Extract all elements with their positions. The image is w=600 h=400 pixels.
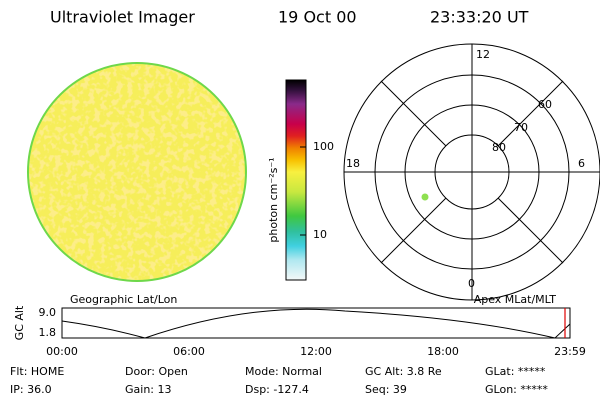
status-field: Seq: 39 [365,383,407,396]
panel-label: Apex MLat/MLT [474,293,557,306]
time: 23:33:20 UT [430,8,529,27]
polar-axis [497,197,564,264]
status-field: IP: 36.0 [10,383,52,396]
colorbar-tick-label: 100 [313,140,334,153]
mlat-label: 80 [492,141,506,154]
status-field: Door: Open [125,365,188,378]
geographic-image [27,62,247,282]
colorbar-scale [285,79,307,281]
emission-texture [28,63,246,281]
status-field: GLon: ***** [485,383,548,396]
mlt-label: 18 [346,157,360,170]
instrument-title: Ultraviolet Imager [50,8,195,27]
status-field: Mode: Normal [245,365,322,378]
date: 19 Oct 00 [278,8,357,27]
colorbar: 100 10 photon cm⁻²s⁻¹ [267,79,334,281]
polar-axis [497,80,564,147]
mlat-label: 60 [538,98,552,111]
x-tick-label: 18:00 [427,345,459,358]
status-field: Gain: 13 [125,383,172,396]
disk-edge [27,62,247,282]
x-tick-label: 12:00 [300,345,332,358]
mlt-label: 6 [578,157,585,170]
y-axis-label: GC Alt [13,305,26,340]
altitude-curve [61,308,571,339]
polar-axis [380,80,447,147]
y-tick-label: 9.0 [39,306,57,319]
emission-spot [421,193,429,201]
mlat-label: 70 [514,121,528,134]
status-field: Dsp: -127.4 [245,383,309,396]
mlt-label: 0 [468,277,475,290]
panel-label: Geographic Lat/Lon [70,293,177,306]
status-field: GC Alt: 3.8 Re [365,365,442,378]
x-tick-label: 23:59 [554,345,586,358]
status-field: Flt: HOME [10,365,64,378]
status-field: GLat: ***** [485,365,546,378]
x-tick-label: 00:00 [46,345,78,358]
y-tick-label: 1.8 [39,326,57,339]
x-tick-label: 06:00 [173,345,205,358]
polar-plot: 12 6 18 0 60 70 80 [343,43,600,301]
colorbar-label: photon cm⁻²s⁻¹ [267,157,280,242]
status-panel: Flt: HOME Door: Open Mode: Normal GC Alt… [10,365,548,396]
altitude-plot: GC Alt 9.0 1.8 00:00 06:00 12:00 18:00 2… [13,305,586,358]
mlt-label: 12 [476,48,490,61]
plot-frame [61,307,571,339]
polar-axis [380,197,447,264]
colorbar-tick-label: 10 [313,228,327,241]
